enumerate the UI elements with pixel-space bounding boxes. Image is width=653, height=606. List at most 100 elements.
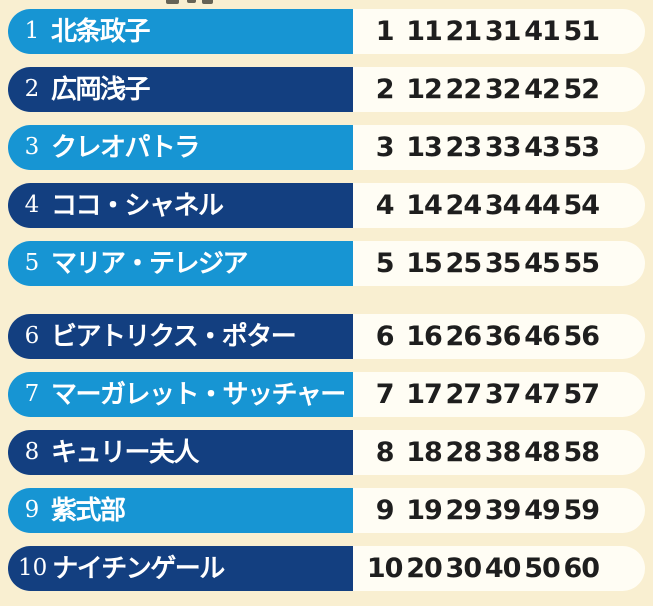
table-row: 3 クレオパトラ 3 13 23 33 43 53	[8, 125, 645, 170]
lookup-number: 41	[524, 16, 561, 47]
name-pill: 2 広岡浅子	[8, 67, 353, 112]
lookup-number: 24	[445, 190, 483, 221]
cropped-text-remnant	[187, 0, 196, 3]
lookup-number: 11	[406, 16, 443, 47]
table-row: 10 ナイチンゲール 10 20 30 40 50 60	[8, 546, 645, 591]
row-group: 6 ビアトリクス・ポター 6 16 26 36 46 56 7 マーガレット・サッチャー …	[8, 314, 645, 591]
lookup-number: 14	[406, 190, 443, 221]
lookup-number: 47	[524, 379, 561, 410]
table-row: 7 マーガレット・サッチャー 7 17 27 37 47 57	[8, 372, 645, 417]
lookup-number: 59	[563, 495, 601, 526]
lookup-number: 13	[406, 132, 443, 163]
rank-number: 2	[24, 76, 40, 102]
lookup-number: 3	[375, 132, 395, 163]
rank-number: 9	[24, 497, 40, 523]
lookup-number: 53	[563, 132, 601, 163]
lookup-number: 39	[484, 495, 522, 526]
cropped-text-remnant	[202, 0, 213, 4]
lookup-number: 56	[563, 321, 601, 352]
numbers-strip: 3 13 23 33 43 53	[353, 125, 645, 170]
name-pill: 1 北条政子	[8, 9, 353, 54]
lookup-number: 58	[563, 437, 601, 468]
table-row: 9 紫式部 9 19 29 39 49 59	[8, 488, 645, 533]
lookup-number: 16	[406, 321, 443, 352]
lookup-number: 33	[484, 132, 522, 163]
lookup-number: 49	[524, 495, 561, 526]
name-pill: 4 ココ・シャネル	[8, 183, 353, 228]
lookup-number: 30	[445, 553, 483, 584]
person-name: キュリー夫人	[51, 437, 200, 468]
lookup-number: 27	[445, 379, 483, 410]
numbers-strip: 5 15 25 35 45 55	[353, 241, 645, 286]
lookup-number: 40	[484, 553, 522, 584]
lookup-number: 43	[524, 132, 561, 163]
lookup-number: 10	[366, 553, 404, 584]
lookup-number: 36	[484, 321, 522, 352]
rank-number: 1	[24, 18, 40, 44]
rank-number: 10	[18, 555, 48, 581]
name-pill: 5 マリア・テレジア	[8, 241, 353, 286]
lookup-number: 7	[375, 379, 395, 410]
lookup-number: 34	[484, 190, 522, 221]
table-row: 8 キュリー夫人 8 18 28 38 48 58	[8, 430, 645, 475]
lookup-number: 51	[563, 16, 601, 47]
person-name: ナイチンゲール	[52, 553, 225, 584]
lookup-number: 35	[484, 248, 522, 279]
numbers-strip: 4 14 24 34 44 54	[353, 183, 645, 228]
lookup-number: 28	[445, 437, 483, 468]
table-row: 5 マリア・テレジア 5 15 25 35 45 55	[8, 241, 645, 286]
lookup-number: 8	[375, 437, 395, 468]
lookup-number: 37	[484, 379, 522, 410]
numbers-strip: 1 11 21 31 41 51	[353, 9, 645, 54]
row-group: 1 北条政子 1 11 21 31 41 51 2 広岡浅子 2 12 22 32 42 52 3 …	[8, 9, 645, 286]
lookup-number: 57	[563, 379, 601, 410]
lookup-number: 12	[406, 74, 443, 105]
name-pill: 10 ナイチンゲール	[8, 546, 353, 591]
person-name: ビアトリクス・ポター	[51, 321, 297, 352]
numbers-strip: 6 16 26 36 46 56	[353, 314, 645, 359]
name-pill: 9 紫式部	[8, 488, 353, 533]
lookup-number: 9	[375, 495, 395, 526]
lookup-number: 50	[524, 553, 561, 584]
lookup-number: 29	[445, 495, 483, 526]
rank-number: 4	[24, 192, 40, 218]
lookup-number: 20	[406, 553, 443, 584]
person-name: 紫式部	[51, 495, 126, 526]
numbers-strip: 8 18 28 38 48 58	[353, 430, 645, 475]
person-name: マーガレット・サッチャー	[51, 379, 346, 410]
table-row: 4 ココ・シャネル 4 14 24 34 44 54	[8, 183, 645, 228]
rank-number: 6	[24, 323, 40, 349]
lookup-number: 5	[375, 248, 395, 279]
name-pill: 3 クレオパトラ	[8, 125, 353, 170]
person-name: ココ・シャネル	[51, 190, 224, 221]
numbers-strip: 7 17 27 37 47 57	[353, 372, 645, 417]
lookup-number: 48	[524, 437, 561, 468]
table-row: 2 広岡浅子 2 12 22 32 42 52	[8, 67, 645, 112]
lookup-number: 60	[563, 553, 601, 584]
lookup-number: 1	[375, 16, 395, 47]
numbers-strip: 2 12 22 32 42 52	[353, 67, 645, 112]
lookup-number: 42	[524, 74, 561, 105]
table-row: 6 ビアトリクス・ポター 6 16 26 36 46 56	[8, 314, 645, 359]
lookup-number: 44	[524, 190, 561, 221]
lookup-number: 23	[445, 132, 483, 163]
numbers-strip: 9 19 29 39 49 59	[353, 488, 645, 533]
lookup-number: 54	[563, 190, 601, 221]
lookup-number: 52	[563, 74, 601, 105]
rank-number: 7	[24, 381, 40, 407]
lookup-number: 4	[375, 190, 395, 221]
name-pill: 6 ビアトリクス・ポター	[8, 314, 353, 359]
person-name: クレオパトラ	[51, 132, 200, 163]
lookup-number: 45	[524, 248, 561, 279]
lookup-number: 46	[524, 321, 561, 352]
person-name: 広岡浅子	[51, 74, 151, 105]
lookup-number: 55	[563, 248, 601, 279]
rank-number: 3	[24, 134, 40, 160]
lookup-number: 15	[406, 248, 443, 279]
lookup-number: 21	[445, 16, 483, 47]
lookup-number: 18	[406, 437, 443, 468]
lookup-number: 25	[445, 248, 483, 279]
rank-number: 8	[24, 439, 40, 465]
lookup-number: 31	[484, 16, 522, 47]
lookup-number: 22	[445, 74, 483, 105]
